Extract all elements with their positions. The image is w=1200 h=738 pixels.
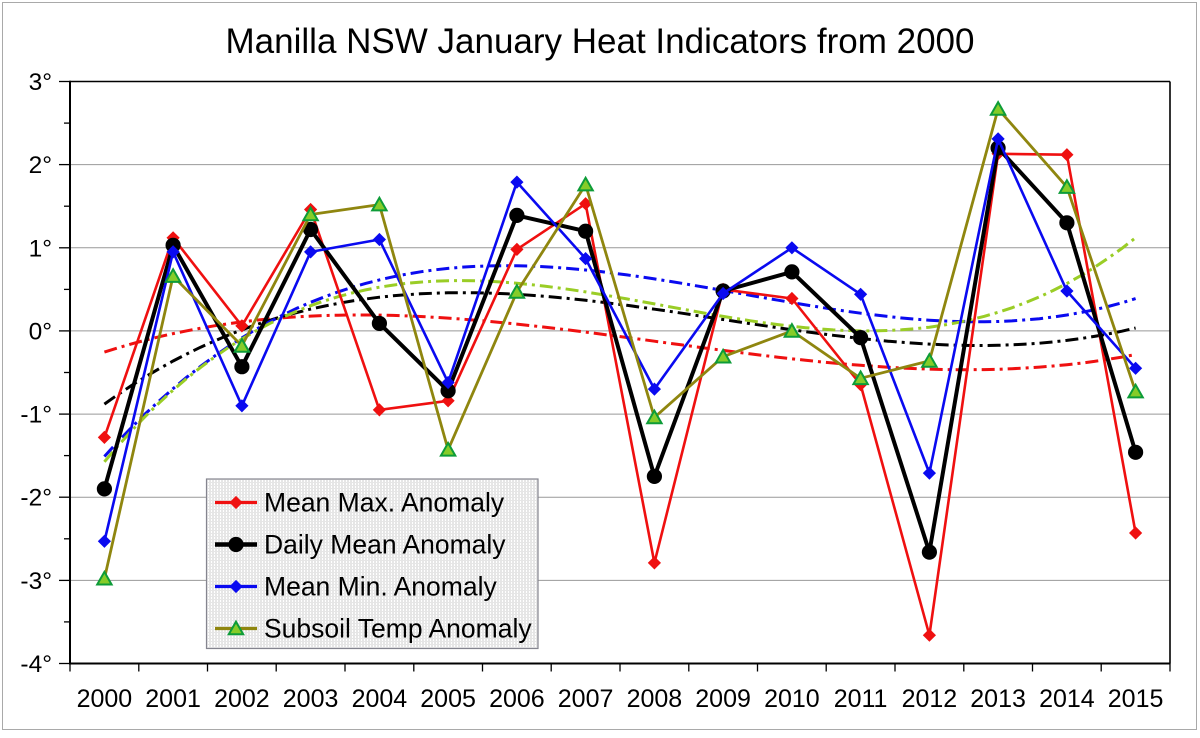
svg-text:2012: 2012 <box>902 685 958 713</box>
svg-text:2014: 2014 <box>1039 685 1095 713</box>
svg-text:2005: 2005 <box>420 685 476 713</box>
svg-text:2°: 2° <box>29 152 52 179</box>
svg-text:2001: 2001 <box>145 685 201 713</box>
svg-text:2010: 2010 <box>764 685 820 713</box>
svg-text:0°: 0° <box>29 318 52 345</box>
svg-text:Mean Min. Anomaly: Mean Min. Anomaly <box>264 572 497 602</box>
svg-text:2008: 2008 <box>627 685 683 713</box>
svg-text:-4°: -4° <box>20 651 52 678</box>
svg-text:-1°: -1° <box>20 402 52 429</box>
svg-text:-3°: -3° <box>20 568 52 595</box>
svg-text:2011: 2011 <box>834 685 888 713</box>
svg-text:2007: 2007 <box>558 685 614 713</box>
svg-text:2015: 2015 <box>1108 685 1164 713</box>
svg-text:Manilla NSW January Heat Indic: Manilla NSW January Heat Indicators from… <box>226 22 975 61</box>
svg-text:2000: 2000 <box>77 685 133 713</box>
svg-text:Mean Max. Anomaly: Mean Max. Anomaly <box>264 488 505 518</box>
svg-text:-2°: -2° <box>20 485 52 512</box>
svg-text:1°: 1° <box>29 235 52 262</box>
svg-text:3°: 3° <box>29 69 52 96</box>
svg-text:2003: 2003 <box>283 685 339 713</box>
svg-text:2004: 2004 <box>352 685 408 713</box>
svg-text:Subsoil Temp Anomaly: Subsoil Temp Anomaly <box>264 614 532 644</box>
svg-text:2002: 2002 <box>214 685 270 713</box>
svg-text:2013: 2013 <box>970 685 1026 713</box>
svg-text:Daily Mean Anomaly: Daily Mean Anomaly <box>264 530 506 560</box>
svg-text:2009: 2009 <box>695 685 751 713</box>
svg-text:2006: 2006 <box>489 685 545 713</box>
